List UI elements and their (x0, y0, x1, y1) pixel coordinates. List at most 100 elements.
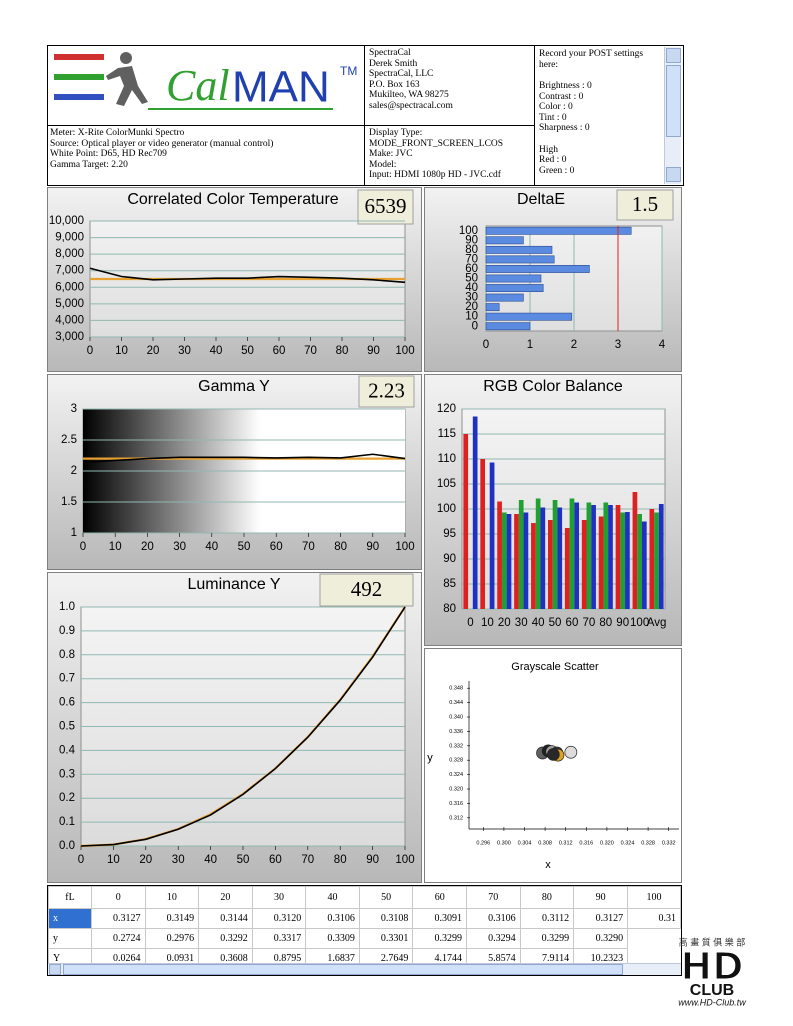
y-tick-label: 60 (465, 263, 478, 275)
logo-underline (148, 108, 333, 110)
x-tick-label: 0.312 (559, 840, 573, 846)
y-tick-label: 50 (465, 273, 478, 285)
chart-title: Luminance Y (187, 576, 280, 593)
table-cell: 40 (305, 886, 360, 909)
scroll-thumb[interactable] (666, 65, 681, 137)
row-label: y (48, 928, 92, 949)
x-tick-label: 100 (395, 345, 414, 357)
y-axis-label: y (427, 752, 433, 764)
y-tick-label: 0.8 (59, 649, 75, 661)
logo-bar (54, 94, 104, 100)
logo-cal: Cal (166, 61, 230, 110)
readout-box (358, 375, 415, 408)
x-tick-label: 60 (269, 854, 282, 866)
bar (552, 500, 558, 609)
y-tick-label: 0.336 (449, 729, 463, 735)
contact-line: Derek Smith (369, 58, 418, 69)
table-scrollbar[interactable] (48, 963, 681, 975)
scroll-down[interactable] (666, 167, 681, 182)
setup-line: Meter: X-Rite ColorMunki Spectro (50, 128, 185, 138)
x-tick-label: 60 (273, 345, 286, 357)
bar (603, 502, 609, 609)
y-tick-label: 95 (443, 528, 456, 540)
notes-scrollbar[interactable] (664, 47, 681, 184)
data-table-frame: fL 0 10 20 30 40 50 60 70 80 90 100 x 0.3127 0.3149 0.3… (47, 885, 682, 976)
bar (608, 505, 613, 609)
x-tick-label: 50 (549, 617, 562, 629)
y-tick-label: 10 (465, 311, 478, 323)
series-line (89, 267, 406, 284)
bar (569, 498, 575, 609)
data-table: fL 0 10 20 30 40 50 60 70 80 90 100 x 0.3127 0.3149 0.3… (48, 886, 681, 969)
bar (485, 284, 544, 292)
x-tick-label: 30 (515, 617, 528, 629)
y-tick-label: 115 (438, 428, 456, 440)
x-tick-label: 70 (301, 854, 314, 866)
scroll-thumb[interactable] (63, 964, 623, 975)
table-cell: 0.3120 (251, 908, 307, 929)
y-tick-label: 105 (437, 478, 456, 490)
table-cell: 90 (573, 886, 629, 909)
bar (497, 501, 502, 609)
table-cell: 0.2976 (144, 928, 200, 949)
x-tick-label: 0 (483, 339, 489, 351)
logo-cell: Cal MAN TM (47, 45, 365, 126)
x-tick-label: 70 (304, 345, 317, 357)
y-tick-label: 1.0 (59, 601, 75, 613)
watermark-chinese: 高 畫 質 俱 樂 部 (679, 936, 746, 947)
readout-box (357, 189, 414, 225)
x-tick-label: 80 (336, 345, 349, 357)
scatter-point (564, 745, 578, 759)
readout-value: 1.5 (632, 192, 658, 216)
y-tick-label: 8,000 (55, 248, 84, 260)
scroll-up[interactable] (666, 48, 681, 63)
x-tick-label: 80 (599, 617, 612, 629)
readout-value: 2.23 (368, 378, 405, 402)
x-tick-label: 0.304 (518, 840, 532, 846)
bar (547, 520, 553, 609)
x-tick-label: 2 (571, 339, 577, 351)
table-cell: 0.3290 (573, 928, 629, 949)
x-tick-label: 20 (147, 345, 160, 357)
y-tick-label: 0.344 (449, 700, 463, 706)
series-line (82, 453, 406, 464)
x-tick-label: 40 (204, 854, 217, 866)
notes-cell: Record your POST settings here: Brightnes… (534, 45, 684, 186)
watermark: 高 畫 質 俱 樂 部 HD CLUB www.HD-Club.tw (678, 936, 746, 1007)
notes-line: Sharpness : 0 (539, 123, 590, 133)
y-tick-label: 0.348 (449, 686, 463, 692)
y-tick-label: 0.340 (449, 714, 463, 720)
x-tick-label: 10 (115, 345, 128, 357)
bar (615, 505, 621, 609)
x-tick-label: 10 (107, 854, 120, 866)
chart-title: RGB Color Balance (483, 378, 623, 395)
table-cell: 0.3317 (251, 928, 307, 949)
x-tick-label: 20 (139, 854, 152, 866)
setup-line: Source: Optical player or video generato… (50, 138, 274, 149)
y-tick-label: 0.5 (59, 721, 75, 733)
x-tick-label: 40 (532, 617, 545, 629)
chart-panel: Correlated Color Temperature 6539 3,000 4,0… (47, 187, 422, 372)
notes-line: Record your POST settings here: (539, 49, 644, 70)
table-cell: 0.3106 (466, 908, 521, 929)
x-tick-label: 70 (302, 541, 315, 553)
panel-background (424, 648, 682, 883)
watermark-club: CLUB (690, 982, 734, 999)
x-tick-label: Avg (647, 617, 667, 629)
table-cell: 80 (519, 886, 575, 909)
y-tick-label: 30 (465, 292, 478, 304)
table-cell: 0.3299 (519, 928, 575, 949)
y-tick-label: 2 (71, 465, 77, 477)
bar (625, 512, 630, 609)
bar (506, 514, 512, 609)
table-cell: 0.3091 (412, 908, 467, 929)
table-cell: 0.3144 (198, 908, 253, 929)
scroll-left[interactable] (49, 964, 61, 975)
logo: Cal MAN TM (54, 52, 357, 112)
bar (485, 322, 531, 331)
table-cell: 100 (627, 886, 681, 909)
bar (518, 500, 524, 609)
panel-background (47, 572, 422, 883)
table-cell: 20 (198, 886, 253, 909)
y-tick-label: 120 (437, 403, 456, 415)
